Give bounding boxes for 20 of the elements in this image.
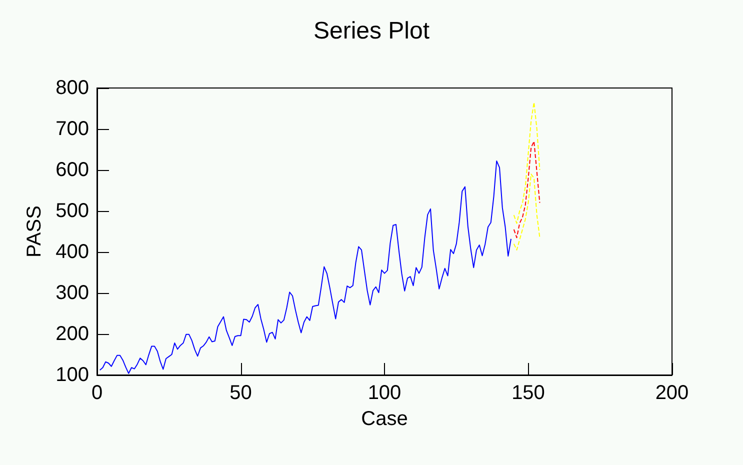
x-tick-label: 50	[230, 382, 252, 404]
chart-title: Series Plot	[313, 18, 430, 44]
line-series	[99, 160, 512, 374]
y-tick-label: 100	[56, 364, 89, 386]
x-tick-label: 150	[512, 382, 545, 404]
x-tick-label: 200	[655, 382, 689, 404]
y-tick-label: 400	[56, 241, 89, 263]
x-axis-title: Case	[361, 408, 408, 430]
x-tick-label: 100	[368, 382, 402, 404]
y-tick-label: 600	[56, 159, 89, 181]
y-tick-label: 200	[56, 323, 89, 345]
x-tick-label: 0	[91, 382, 103, 404]
line-series	[513, 102, 540, 224]
line-series	[513, 140, 540, 238]
y-tick-label: 500	[56, 200, 89, 222]
y-tick-label: 300	[56, 282, 89, 304]
y-axis-title: PASS	[24, 206, 46, 258]
y-tick-label: 800	[56, 77, 89, 99]
y-tick-label: 700	[56, 118, 89, 140]
line-series	[513, 174, 540, 250]
